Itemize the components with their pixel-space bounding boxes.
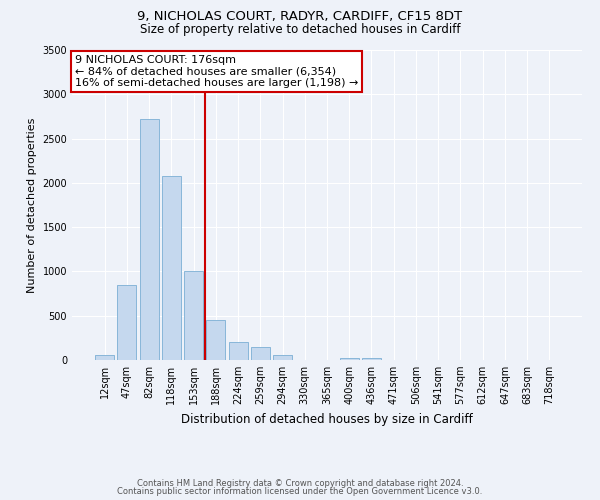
Text: Size of property relative to detached houses in Cardiff: Size of property relative to detached ho… xyxy=(140,22,460,36)
Bar xyxy=(251,347,270,360)
Y-axis label: Number of detached properties: Number of detached properties xyxy=(27,118,37,292)
Bar xyxy=(362,358,381,360)
Bar xyxy=(184,270,203,360)
Bar xyxy=(95,355,114,360)
X-axis label: Distribution of detached houses by size in Cardiff: Distribution of detached houses by size … xyxy=(181,412,473,426)
Bar xyxy=(162,176,181,360)
Text: Contains HM Land Registry data © Crown copyright and database right 2024.: Contains HM Land Registry data © Crown c… xyxy=(137,478,463,488)
Text: Contains public sector information licensed under the Open Government Licence v3: Contains public sector information licen… xyxy=(118,487,482,496)
Bar xyxy=(273,355,292,360)
Bar xyxy=(340,358,359,360)
Bar xyxy=(206,320,225,360)
Text: 9 NICHOLAS COURT: 176sqm
← 84% of detached houses are smaller (6,354)
16% of sem: 9 NICHOLAS COURT: 176sqm ← 84% of detach… xyxy=(74,54,358,88)
Text: 9, NICHOLAS COURT, RADYR, CARDIFF, CF15 8DT: 9, NICHOLAS COURT, RADYR, CARDIFF, CF15 … xyxy=(137,10,463,23)
Bar xyxy=(140,119,158,360)
Bar xyxy=(229,342,248,360)
Bar xyxy=(118,284,136,360)
